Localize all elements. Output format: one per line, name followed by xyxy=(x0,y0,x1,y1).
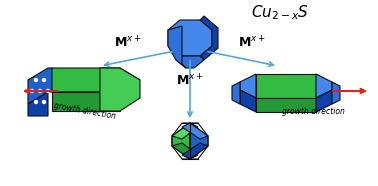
Polygon shape xyxy=(200,16,218,60)
Polygon shape xyxy=(232,82,240,104)
Circle shape xyxy=(42,100,45,103)
Polygon shape xyxy=(176,56,204,68)
Polygon shape xyxy=(172,123,190,159)
Polygon shape xyxy=(182,123,208,139)
Polygon shape xyxy=(168,26,186,68)
Polygon shape xyxy=(256,98,316,112)
Polygon shape xyxy=(316,90,332,112)
Polygon shape xyxy=(28,92,48,116)
Polygon shape xyxy=(172,143,198,159)
Text: growth direction: growth direction xyxy=(53,101,117,121)
Circle shape xyxy=(31,89,34,92)
Circle shape xyxy=(34,100,37,103)
Circle shape xyxy=(42,78,45,81)
Polygon shape xyxy=(190,123,208,159)
Text: growth direction: growth direction xyxy=(282,107,344,116)
Polygon shape xyxy=(52,92,120,111)
Text: $Cu_{2-x}S$: $Cu_{2-x}S$ xyxy=(251,4,309,22)
Polygon shape xyxy=(28,68,52,104)
Polygon shape xyxy=(28,68,140,92)
Text: $\mathbf{M}^{x+}$: $\mathbf{M}^{x+}$ xyxy=(114,35,142,51)
Text: $\mathbf{M}^{x+}$: $\mathbf{M}^{x+}$ xyxy=(176,73,204,89)
Polygon shape xyxy=(316,74,332,98)
Circle shape xyxy=(46,89,50,92)
Polygon shape xyxy=(240,74,256,98)
Text: $\mathbf{M}^{x+}$: $\mathbf{M}^{x+}$ xyxy=(238,35,266,51)
Circle shape xyxy=(34,78,37,81)
Polygon shape xyxy=(182,143,208,159)
Polygon shape xyxy=(256,74,316,98)
Polygon shape xyxy=(168,20,212,56)
Circle shape xyxy=(39,89,42,92)
Polygon shape xyxy=(172,123,198,139)
Polygon shape xyxy=(332,82,340,104)
Polygon shape xyxy=(100,68,140,111)
Polygon shape xyxy=(240,90,256,112)
